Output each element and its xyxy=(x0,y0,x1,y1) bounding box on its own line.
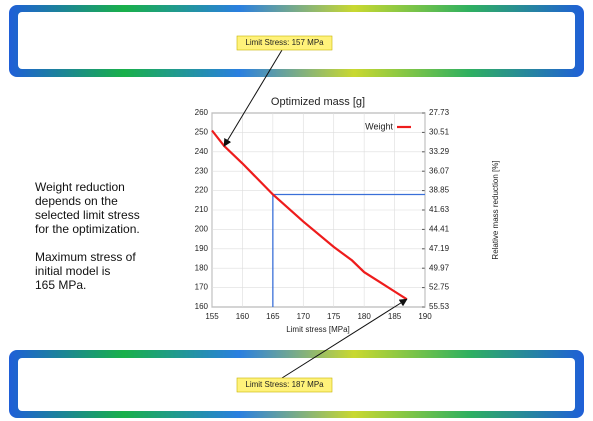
y2-tick-label: 44.41 xyxy=(429,225,450,234)
note-line: selected limit stress xyxy=(35,208,140,222)
x-tick-label: 155 xyxy=(205,312,219,321)
y2-axis-label: Relative mass reduction [%] xyxy=(491,160,500,259)
x-tick-label: 170 xyxy=(297,312,311,321)
y-tick-label: 170 xyxy=(195,283,209,292)
x-tick-label: 180 xyxy=(357,312,371,321)
note-line: initial model is xyxy=(35,264,110,278)
y-tick-label: 250 xyxy=(195,128,209,137)
y-tick-label: 180 xyxy=(195,263,209,272)
y2-tick-label: 36.07 xyxy=(429,166,450,175)
y-tick-label: 190 xyxy=(195,244,209,253)
y-tick-label: 240 xyxy=(195,147,209,156)
x-tick-label: 160 xyxy=(236,312,250,321)
x-tick-label: 165 xyxy=(266,312,280,321)
note-line: 165 MPa. xyxy=(35,278,86,292)
x-tick-label: 190 xyxy=(418,312,432,321)
y2-tick-label: 41.63 xyxy=(429,205,450,214)
y2-tick-label: 30.51 xyxy=(429,128,450,137)
y2-tick-label: 27.73 xyxy=(429,108,450,117)
y2-tick-label: 33.29 xyxy=(429,147,450,156)
y2-tick-label: 38.85 xyxy=(429,186,450,195)
note-line: for the optimization. xyxy=(35,222,140,236)
x-tick-label: 185 xyxy=(388,312,402,321)
note-line: Maximum stress of xyxy=(35,250,136,264)
x-axis-label: Limit stress [MPa] xyxy=(286,325,350,334)
note-line: depends on the xyxy=(35,194,118,208)
y-tick-label: 260 xyxy=(195,108,209,117)
y-tick-label: 200 xyxy=(195,225,209,234)
y2-tick-label: 52.75 xyxy=(429,283,450,292)
x-tick-label: 175 xyxy=(327,312,341,321)
note-line: Weight reduction xyxy=(35,180,125,194)
chart-title: Optimized mass [g] xyxy=(271,96,365,108)
y-tick-label: 230 xyxy=(195,166,209,175)
y-tick-label: 220 xyxy=(195,186,209,195)
page: {"chart_data": {"type": "line", "title":… xyxy=(0,0,593,421)
legend-label: Weight xyxy=(365,121,393,131)
annotation-text: Limit Stress: 157 MPa xyxy=(245,38,324,47)
y-tick-label: 210 xyxy=(195,205,209,214)
y2-tick-label: 47.19 xyxy=(429,244,450,253)
y-tick-label: 160 xyxy=(195,302,209,311)
annotation-text: Limit Stress: 187 MPa xyxy=(245,380,324,389)
y2-tick-label: 49.97 xyxy=(429,263,450,272)
y2-tick-label: 55.53 xyxy=(429,302,450,311)
slide: Optimized mass [g] Limit stress [MPa] Re… xyxy=(0,0,593,421)
